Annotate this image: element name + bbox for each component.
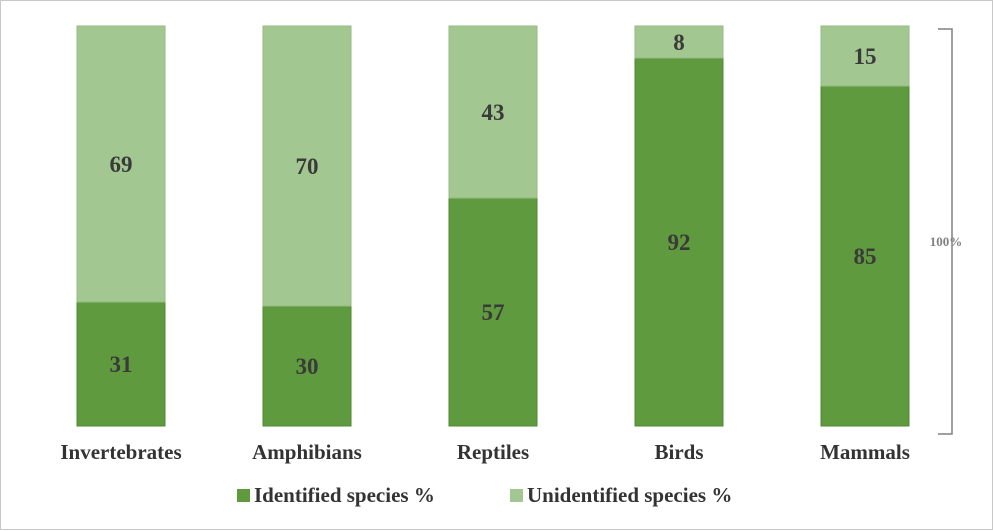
- legend-swatch-identified: [237, 489, 250, 502]
- category-label-amphibians: Amphibians: [252, 440, 362, 464]
- legend-swatch-unidentified: [510, 489, 523, 502]
- category-labels-group: Invertebrates Amphibians Reptiles Birds Mamm…: [60, 440, 910, 464]
- category-label-reptiles: Reptiles: [457, 440, 529, 464]
- value-label-identified-mammals: 85: [854, 244, 877, 269]
- legend-label-unidentified: Unidentified species %: [527, 483, 732, 507]
- category-label-birds: Birds: [654, 440, 703, 464]
- legend-item-identified: Identified species %: [237, 483, 435, 507]
- value-label-identified-birds: 92: [668, 230, 691, 255]
- total-bracket: 100%: [930, 28, 963, 435]
- legend-item-unidentified: Unidentified species %: [510, 483, 732, 507]
- bar-identified-reptiles: [448, 197, 538, 427]
- value-label-unidentified-mammals: 15: [854, 44, 877, 69]
- bracket-label: 100%: [930, 234, 963, 249]
- bar-unidentified-amphibians: [262, 25, 352, 307]
- bar-identified-birds: [634, 57, 724, 427]
- legend-label-identified: Identified species %: [254, 483, 435, 507]
- bar-identified-mammals: [820, 85, 910, 427]
- category-label-invertebrates: Invertebrates: [60, 440, 181, 464]
- bar-unidentified-birds: [634, 25, 724, 59]
- value-label-identified-reptiles: 57: [482, 300, 505, 325]
- bar-unidentified-mammals: [820, 25, 910, 87]
- category-label-mammals: Mammals: [820, 440, 910, 464]
- bar-unidentified-invertebrates: [76, 25, 166, 303]
- legend: Identified species % Unidentified specie…: [237, 483, 732, 507]
- bracket-line: [938, 28, 953, 435]
- value-label-unidentified-amphibians: 70: [296, 154, 319, 179]
- value-label-identified-invertebrates: 31: [110, 352, 133, 377]
- bar-identified-invertebrates: [76, 301, 166, 427]
- bar-unidentified-reptiles: [448, 25, 538, 199]
- value-label-identified-amphibians: 30: [296, 354, 319, 379]
- bars-group: [76, 25, 910, 427]
- value-label-unidentified-invertebrates: 69: [110, 152, 133, 177]
- value-labels-group: 31 69 30 70 57 43 92 8 85 15: [110, 30, 877, 379]
- value-label-unidentified-birds: 8: [673, 30, 685, 55]
- value-label-unidentified-reptiles: 43: [482, 100, 505, 125]
